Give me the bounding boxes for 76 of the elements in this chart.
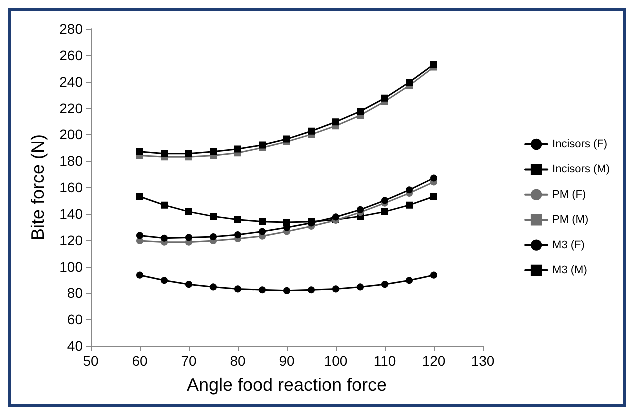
point [357, 108, 364, 116]
y-tick-label: 220 [60, 100, 84, 116]
point [234, 216, 242, 224]
point [382, 197, 388, 204]
point [136, 232, 144, 240]
y-tick-label: 280 [60, 21, 84, 37]
point [430, 272, 438, 279]
legend-label: Incisors (F) [552, 138, 608, 150]
y-tick-label: 140 [60, 206, 84, 222]
y-tick-label: 120 [60, 232, 84, 248]
legend-label: M3 (F) [552, 239, 585, 252]
point [308, 286, 315, 294]
x-axis-title: Angle food reaction force [186, 375, 388, 395]
point [406, 78, 413, 86]
point [406, 202, 413, 209]
point [210, 148, 217, 156]
x-tick-label: 80 [230, 353, 246, 369]
point [357, 284, 364, 291]
y-tick-label: 80 [67, 285, 84, 302]
y-tick-label: 160 [60, 180, 84, 196]
point [234, 146, 242, 153]
point [210, 234, 217, 241]
point [430, 193, 438, 200]
point [406, 277, 413, 284]
point [382, 281, 388, 288]
point [259, 228, 266, 236]
point [186, 208, 192, 216]
x-tick-label: 110 [374, 353, 396, 369]
point [161, 234, 168, 242]
y-tick-label: 40 [67, 338, 84, 354]
point [210, 284, 217, 291]
point [430, 174, 438, 182]
y-tick-label: 200 [60, 126, 84, 143]
point [161, 150, 168, 158]
legend-label: Incisors (M) [552, 164, 610, 176]
point [382, 208, 388, 216]
legend-label: PM (F) [552, 188, 586, 201]
point [186, 281, 192, 288]
point [161, 277, 168, 284]
point [406, 186, 413, 194]
x-tick-label: 70 [181, 353, 197, 369]
point [308, 128, 315, 135]
y-tick-label: 260 [60, 47, 84, 64]
point [234, 286, 242, 293]
point [210, 213, 217, 220]
point [186, 234, 192, 242]
point [284, 136, 290, 143]
point [234, 232, 242, 239]
x-tick-label: 50 [83, 353, 99, 369]
point [186, 150, 192, 158]
y-tick-label: 100 [60, 258, 84, 275]
legend-label: PM (M) [552, 214, 589, 226]
point [430, 61, 438, 68]
y-tick-label: 180 [60, 153, 84, 170]
y-tick-label: 60 [67, 312, 84, 328]
point [161, 202, 168, 209]
point [259, 218, 266, 226]
point [332, 118, 340, 126]
point [284, 287, 290, 294]
point [382, 94, 388, 102]
x-tick-label: 60 [132, 353, 148, 369]
point [332, 286, 340, 293]
x-tick-label: 100 [324, 353, 348, 369]
y-tick-label: 240 [60, 74, 84, 90]
legend-label: M3 (M) [552, 264, 588, 276]
point [259, 286, 266, 294]
point [357, 206, 364, 214]
x-tick-label: 90 [279, 353, 295, 369]
point [136, 193, 144, 200]
point [136, 148, 144, 156]
x-tick-label: 120 [422, 353, 446, 369]
point [332, 214, 340, 221]
point [136, 272, 144, 279]
x-tick-label: 130 [471, 353, 495, 369]
point [259, 142, 266, 149]
y-axis-title: Bite force (N) [28, 134, 48, 241]
